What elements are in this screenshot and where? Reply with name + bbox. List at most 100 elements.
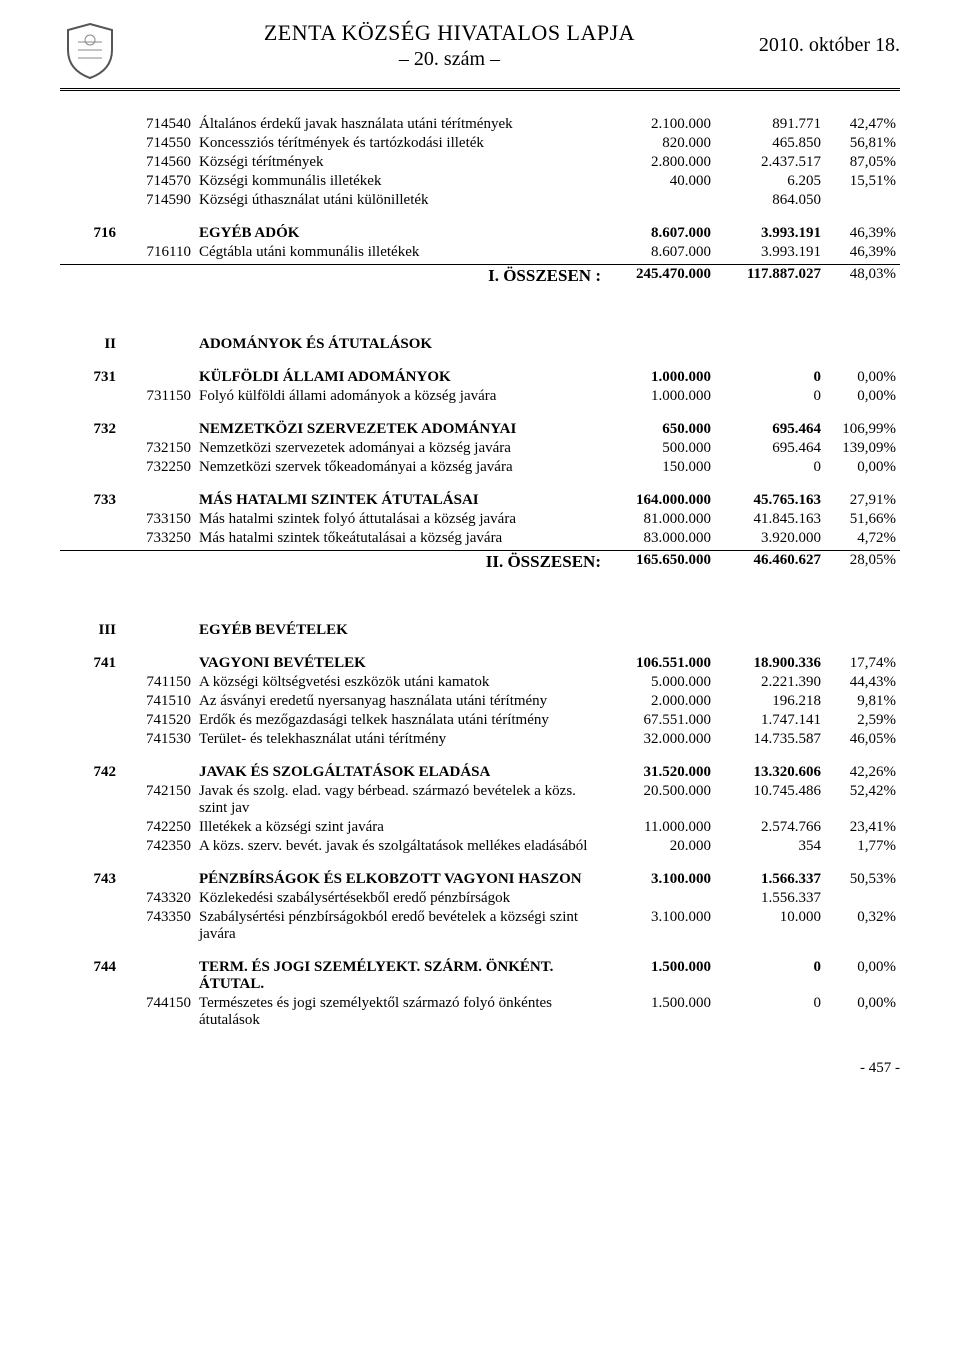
item-description: Koncessziós térítmények és tartózkodási … <box>195 134 605 153</box>
item-description: Községi térítmények <box>195 153 605 172</box>
total-amount-b: 46.460.627 <box>715 551 825 574</box>
page-number: - 457 - <box>60 1060 900 1077</box>
category-code <box>60 673 120 692</box>
item-description: A közs. szerv. bevét. javak és szolgálta… <box>195 837 605 856</box>
item-code <box>120 763 195 782</box>
item-description: Községi kommunális illetékek <box>195 172 605 191</box>
amount-planned: 150.000 <box>605 458 715 477</box>
total-amount-a: 245.470.000 <box>605 265 715 288</box>
amount-actual: 3.920.000 <box>715 529 825 548</box>
category-code: 743 <box>60 870 120 889</box>
amount-actual: 695.464 <box>715 439 825 458</box>
spacer <box>60 406 900 420</box>
spacer <box>60 287 900 335</box>
amount-planned: 820.000 <box>605 134 715 153</box>
category-code: 741 <box>60 654 120 673</box>
amount-planned: 1.500.000 <box>605 994 715 1030</box>
percent: 46,05% <box>825 730 900 749</box>
spacer <box>60 210 900 224</box>
amount-actual: 18.900.336 <box>715 654 825 673</box>
budget-table: 714540Általános érdekű javak használata … <box>60 115 900 1030</box>
category-code <box>60 711 120 730</box>
header-title: ZENTA KÖZSÉG HIVATALOS LAPJA <box>140 20 759 46</box>
category-code: 744 <box>60 958 120 994</box>
category-code <box>60 115 120 134</box>
amount-actual: 0 <box>715 387 825 406</box>
amount-planned: 650.000 <box>605 420 715 439</box>
amount-actual: 1.747.141 <box>715 711 825 730</box>
amount-planned: 8.607.000 <box>605 224 715 243</box>
percent: 51,66% <box>825 510 900 529</box>
item-code: 716110 <box>120 243 195 262</box>
amount-actual: 0 <box>715 958 825 994</box>
amount-actual: 41.845.163 <box>715 510 825 529</box>
table-row: 732250Nemzetközi szervek tőkeadományai a… <box>60 458 900 477</box>
item-code: 714590 <box>120 191 195 210</box>
category-code <box>60 439 120 458</box>
percent: 0,00% <box>825 994 900 1030</box>
category-code: 731 <box>60 368 120 387</box>
category-code <box>60 994 120 1030</box>
item-code: 742150 <box>120 782 195 818</box>
table-row: 714560Községi térítmények2.800.0002.437.… <box>60 153 900 172</box>
item-description: Erdők és mezőgazdasági telkek használata… <box>195 711 605 730</box>
header-center: ZENTA KÖZSÉG HIVATALOS LAPJA – 20. szám … <box>140 20 759 71</box>
amount-actual: 2.574.766 <box>715 818 825 837</box>
amount-actual: 196.218 <box>715 692 825 711</box>
category-code <box>60 153 120 172</box>
total-row: II. ÖSSZESEN:165.650.00046.460.62728,05% <box>60 551 900 574</box>
item-description: Nemzetközi szervek tőkeadományai a közsé… <box>195 458 605 477</box>
item-code: 732150 <box>120 439 195 458</box>
percent: 1,77% <box>825 837 900 856</box>
item-code: 714570 <box>120 172 195 191</box>
item-code: 714560 <box>120 153 195 172</box>
amount-actual: 13.320.606 <box>715 763 825 782</box>
percent: 44,43% <box>825 673 900 692</box>
amount-planned: 5.000.000 <box>605 673 715 692</box>
percent: 2,59% <box>825 711 900 730</box>
amount-planned: 1.000.000 <box>605 368 715 387</box>
amount-actual: 1.566.337 <box>715 870 825 889</box>
percent: 17,74% <box>825 654 900 673</box>
amount-actual: 864.050 <box>715 191 825 210</box>
item-code: 733150 <box>120 510 195 529</box>
item-code <box>120 958 195 994</box>
spacer <box>60 477 900 491</box>
table-row: 714570Községi kommunális illetékek40.000… <box>60 172 900 191</box>
item-description: Javak és szolg. elad. vagy bérbead. szár… <box>195 782 605 818</box>
percent: 46,39% <box>825 243 900 262</box>
category-code <box>60 889 120 908</box>
item-code: 742350 <box>120 837 195 856</box>
percent <box>825 191 900 210</box>
category-code <box>60 782 120 818</box>
amount-planned: 1.500.000 <box>605 958 715 994</box>
item-code: 743350 <box>120 908 195 944</box>
header-subtitle: – 20. szám – <box>140 48 759 71</box>
category-code <box>60 730 120 749</box>
category-code <box>60 510 120 529</box>
amount-planned: 2.100.000 <box>605 115 715 134</box>
category-code: 732 <box>60 420 120 439</box>
amount-planned: 67.551.000 <box>605 711 715 730</box>
table-row: 742250Illetékek a községi szint javára11… <box>60 818 900 837</box>
item-description: Általános érdekű javak használata utáni … <box>195 115 605 134</box>
percent: 139,09% <box>825 439 900 458</box>
coat-of-arms-icon <box>60 20 120 80</box>
percent: 106,99% <box>825 420 900 439</box>
spacer <box>60 354 900 368</box>
amount-actual: 891.771 <box>715 115 825 134</box>
table-row: 742JAVAK ÉS SZOLGÁLTATÁSOK ELADÁSA31.520… <box>60 763 900 782</box>
item-code: 714540 <box>120 115 195 134</box>
amount-planned: 164.000.000 <box>605 491 715 510</box>
category-code <box>60 908 120 944</box>
item-description: Más hatalmi szintek tőkeátutalásai a köz… <box>195 529 605 548</box>
item-description: Illetékek a községi szint javára <box>195 818 605 837</box>
percent: 56,81% <box>825 134 900 153</box>
table-row: 743350Szabálysértési pénzbírságokból ere… <box>60 908 900 944</box>
amount-actual: 14.735.587 <box>715 730 825 749</box>
amount-actual: 465.850 <box>715 134 825 153</box>
amount-actual: 3.993.191 <box>715 224 825 243</box>
amount-planned: 1.000.000 <box>605 387 715 406</box>
spacer <box>60 573 900 621</box>
item-code: 741530 <box>120 730 195 749</box>
